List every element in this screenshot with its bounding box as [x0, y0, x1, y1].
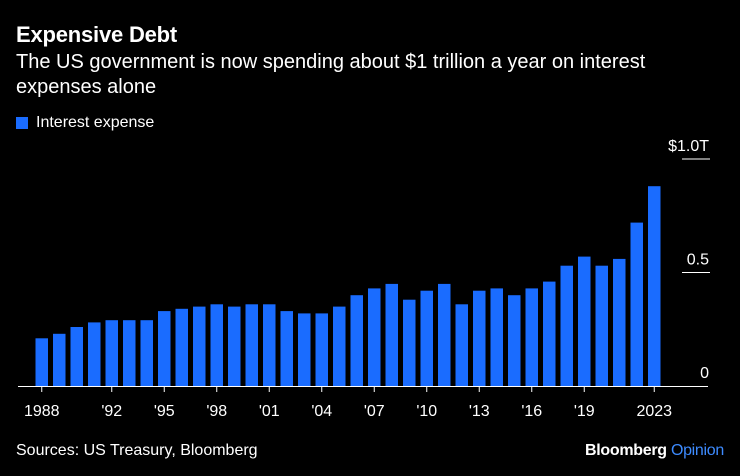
bar-2003 [298, 313, 311, 386]
bar-1997 [193, 306, 206, 386]
bar-1999 [228, 306, 241, 386]
x-tick-label-'16: '16 [521, 403, 542, 420]
x-tick-label-'10: '10 [416, 403, 437, 420]
bar-2019 [578, 256, 591, 386]
x-tick-label-'95: '95 [154, 403, 175, 420]
bar-2015 [508, 295, 521, 386]
bar-2009 [403, 299, 416, 386]
bar-2010 [420, 290, 433, 386]
brand-name: Bloomberg [585, 442, 667, 459]
bar-1990 [70, 327, 83, 386]
x-tick-label-'13: '13 [469, 403, 490, 420]
x-tick-label-'07: '07 [364, 403, 385, 420]
legend: Interest expense [16, 114, 154, 132]
bar-1989 [53, 333, 66, 386]
x-tick-label-'01: '01 [259, 403, 280, 420]
bar-2007 [368, 288, 381, 386]
bar-1996 [175, 308, 188, 386]
chart-subtitle: The US government is now spending about … [16, 51, 646, 98]
bar-2018 [560, 265, 573, 386]
brand-logo: Bloomberg Opinion [585, 442, 724, 460]
bar-2020 [595, 265, 608, 386]
legend-label-interest-expense: Interest expense [36, 114, 155, 131]
bar-2022 [630, 222, 643, 386]
bar-2002 [280, 311, 293, 386]
bar-2017 [543, 281, 556, 386]
bar-2006 [350, 295, 363, 386]
bar-1992 [105, 320, 118, 386]
bar-2008 [385, 283, 398, 386]
x-tick-label-'92: '92 [101, 403, 122, 420]
bar-2000 [245, 304, 258, 386]
x-tick-label-'98: '98 [206, 403, 227, 420]
bar-2001 [263, 304, 276, 386]
source-note: Sources: US Treasury, Bloomberg [16, 442, 258, 459]
bar-1998 [210, 304, 223, 386]
bar-2021 [613, 258, 626, 386]
bar-1991 [88, 322, 101, 386]
bar-1988 [35, 338, 48, 386]
bar-2013 [473, 290, 486, 386]
brand-section: Opinion [670, 442, 724, 459]
legend-swatch-interest-expense [16, 117, 28, 129]
x-tick-label-'04: '04 [311, 403, 332, 420]
bar-2005 [333, 306, 346, 386]
y-tick-label-1: 0.5 [687, 252, 709, 269]
bar-2023 [648, 186, 661, 386]
bar-2011 [438, 283, 451, 386]
x-tick-label-2023: 2023 [636, 403, 672, 420]
bar-2004 [315, 313, 328, 386]
bar-2012 [455, 304, 468, 386]
bar-1995 [158, 311, 171, 386]
bar-1994 [140, 320, 153, 386]
y-tick-label-2: $1.0T [668, 138, 709, 155]
bar-2016 [525, 288, 538, 386]
y-tick-label-0: 0 [700, 365, 709, 382]
x-tick-label-'19: '19 [574, 403, 595, 420]
chart-title: Expensive Debt [16, 22, 178, 47]
bar-2014 [490, 288, 503, 386]
x-tick-label-1988: 1988 [24, 403, 60, 420]
bar-1993 [123, 320, 136, 386]
